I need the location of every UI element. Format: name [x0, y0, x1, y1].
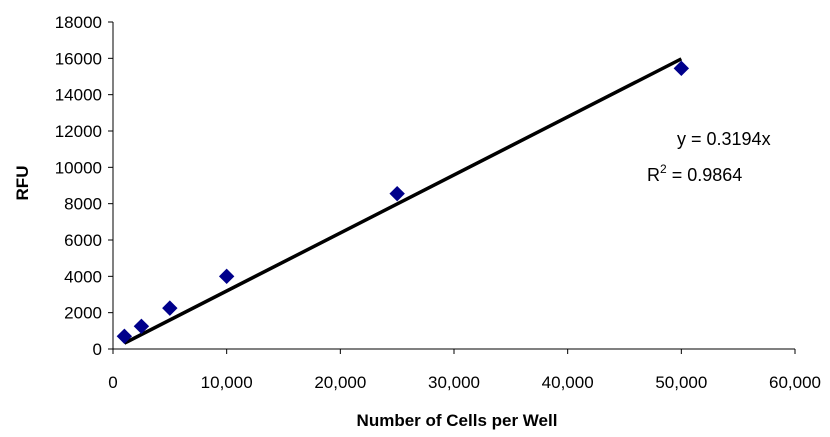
data-point	[133, 318, 150, 334]
r-squared-prefix: R	[647, 165, 660, 185]
data-point	[218, 268, 235, 285]
y-tick-label: 4000	[64, 267, 102, 286]
trendline-equation: y = 0.3194x	[677, 129, 771, 149]
y-axis-ticks: 0 2000 4000 6000 8000 10000 12000 14000 16000 180…	[55, 13, 113, 359]
trendline	[123, 57, 683, 345]
x-tick-label: 40,000	[542, 373, 594, 392]
y-tick-label: 10000	[55, 158, 102, 177]
x-tick-label: 10,000	[201, 373, 253, 392]
x-tick-label: 30,000	[428, 373, 480, 392]
data-point	[162, 300, 178, 316]
y-tick-label: 8000	[64, 195, 102, 214]
x-axis-ticks: 0 10,000 20,000 30,000 40,000 50,000 60,000	[108, 349, 821, 392]
x-axis-title: Number of Cells per Well	[357, 411, 558, 430]
y-tick-label: 16000	[55, 49, 102, 68]
y-tick-label: 0	[93, 340, 102, 359]
x-tick-label: 50,000	[655, 373, 707, 392]
data-point	[389, 185, 405, 202]
r-squared-value: = 0.9864	[667, 165, 743, 185]
data-points	[116, 60, 690, 344]
y-axis-title: RFU	[13, 166, 32, 201]
x-tick-label: 0	[108, 373, 117, 392]
x-tick-label: 60,000	[769, 373, 821, 392]
data-point	[116, 328, 133, 344]
y-tick-label: 12000	[55, 122, 102, 141]
r-squared-label: R2 = 0.9864	[647, 162, 742, 185]
y-tick-label: 18000	[55, 13, 102, 32]
r-squared-superscript: 2	[660, 162, 667, 176]
y-tick-label: 6000	[64, 231, 102, 250]
y-tick-label: 14000	[55, 86, 102, 105]
y-tick-label: 2000	[64, 304, 102, 323]
x-tick-label: 20,000	[314, 373, 366, 392]
data-point	[673, 60, 690, 77]
